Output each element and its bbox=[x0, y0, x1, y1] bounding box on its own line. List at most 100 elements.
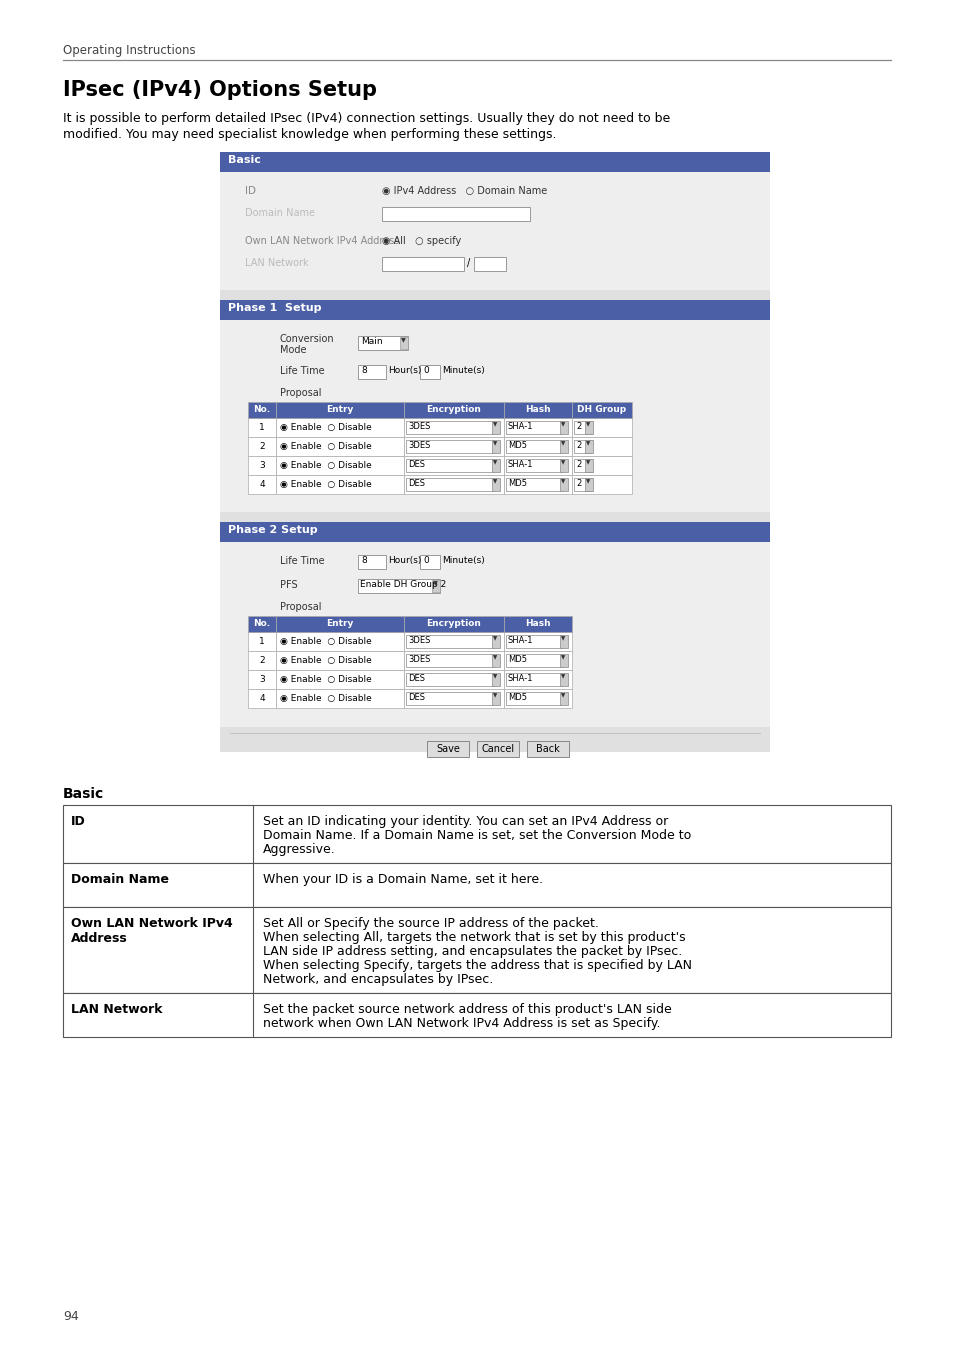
Bar bbox=[403, 402, 503, 418]
Text: Set the packet source network address of this product's LAN side: Set the packet source network address of… bbox=[263, 1003, 671, 1016]
Text: modified. You may need specialist knowledge when performing these settings.: modified. You may need specialist knowle… bbox=[63, 128, 556, 142]
Bar bbox=[492, 654, 499, 667]
Bar bbox=[503, 474, 572, 493]
Text: ◉ Enable  ○ Disable: ◉ Enable ○ Disable bbox=[280, 675, 372, 683]
Bar bbox=[248, 418, 275, 437]
Bar bbox=[503, 616, 572, 632]
Text: Hour(s): Hour(s) bbox=[388, 367, 421, 375]
Bar bbox=[357, 365, 386, 379]
Bar bbox=[406, 673, 494, 686]
Text: Proposal: Proposal bbox=[280, 388, 321, 398]
Bar bbox=[63, 993, 890, 1037]
Bar bbox=[492, 421, 499, 434]
Text: ▼: ▼ bbox=[400, 338, 405, 342]
Text: ▼: ▼ bbox=[493, 636, 497, 642]
Bar bbox=[220, 301, 769, 319]
Bar bbox=[248, 474, 275, 493]
Text: Set All or Specify the source IP address of the packet.: Set All or Specify the source IP address… bbox=[263, 917, 598, 930]
Text: ▼: ▼ bbox=[493, 479, 497, 484]
Text: Minute(s): Minute(s) bbox=[441, 367, 484, 375]
Bar bbox=[559, 635, 567, 648]
Text: Entry: Entry bbox=[326, 619, 354, 628]
Text: Address: Address bbox=[71, 931, 128, 945]
Bar bbox=[220, 522, 769, 542]
Text: ▼: ▼ bbox=[585, 460, 590, 465]
Text: Network, and encapsulates by IPsec.: Network, and encapsulates by IPsec. bbox=[263, 973, 493, 985]
Text: ▼: ▼ bbox=[493, 655, 497, 661]
Text: ▼: ▼ bbox=[560, 479, 565, 484]
Bar bbox=[492, 673, 499, 686]
Bar bbox=[357, 580, 439, 593]
Bar bbox=[275, 437, 403, 456]
Bar bbox=[275, 689, 403, 708]
Text: 3DES: 3DES bbox=[408, 636, 430, 644]
Text: ◉ Enable  ○ Disable: ◉ Enable ○ Disable bbox=[280, 638, 372, 646]
Text: ▼: ▼ bbox=[585, 422, 590, 427]
Text: MD5: MD5 bbox=[507, 655, 526, 665]
Bar bbox=[584, 439, 593, 453]
Bar bbox=[275, 418, 403, 437]
Text: SHA-1: SHA-1 bbox=[507, 460, 533, 469]
Text: Basic: Basic bbox=[63, 787, 104, 801]
Bar bbox=[503, 670, 572, 689]
Bar bbox=[275, 456, 403, 474]
Bar bbox=[403, 474, 503, 493]
Text: No.: No. bbox=[253, 404, 271, 414]
Bar bbox=[572, 402, 631, 418]
Bar bbox=[63, 805, 890, 863]
Bar bbox=[357, 336, 408, 350]
Text: 0: 0 bbox=[422, 367, 428, 375]
Text: No.: No. bbox=[253, 619, 271, 628]
Bar bbox=[381, 208, 530, 221]
Bar bbox=[492, 439, 499, 453]
Bar bbox=[505, 692, 561, 705]
Text: MD5: MD5 bbox=[507, 441, 526, 450]
Bar bbox=[406, 692, 494, 705]
Text: Hash: Hash bbox=[525, 404, 550, 414]
Text: Life Time: Life Time bbox=[280, 555, 324, 566]
Text: 4: 4 bbox=[259, 480, 265, 489]
Bar bbox=[574, 439, 592, 453]
Bar bbox=[403, 418, 503, 437]
Bar bbox=[406, 460, 494, 472]
Text: Own LAN Network IPv4 Address: Own LAN Network IPv4 Address bbox=[245, 236, 399, 245]
Bar bbox=[406, 439, 494, 453]
Bar bbox=[248, 651, 275, 670]
Bar bbox=[357, 555, 386, 569]
Text: LAN side IP address setting, and encapsulates the packet by IPsec.: LAN side IP address setting, and encapsu… bbox=[263, 945, 681, 958]
Bar bbox=[574, 421, 592, 434]
Text: DES: DES bbox=[408, 693, 424, 702]
Bar bbox=[572, 474, 631, 493]
Bar bbox=[503, 402, 572, 418]
Text: ID: ID bbox=[245, 186, 255, 195]
Text: Save: Save bbox=[436, 744, 459, 754]
Bar bbox=[220, 319, 769, 512]
Bar bbox=[559, 654, 567, 667]
Text: 3DES: 3DES bbox=[408, 422, 430, 431]
Text: DH Group: DH Group bbox=[577, 404, 626, 414]
Text: Life Time: Life Time bbox=[280, 367, 324, 376]
Text: Basic: Basic bbox=[228, 155, 260, 164]
Text: 3: 3 bbox=[259, 461, 265, 470]
Text: network when Own LAN Network IPv4 Address is set as Specify.: network when Own LAN Network IPv4 Addres… bbox=[263, 1016, 659, 1030]
Bar bbox=[505, 439, 561, 453]
Bar bbox=[248, 689, 275, 708]
Text: 8: 8 bbox=[360, 555, 366, 565]
Text: DES: DES bbox=[408, 460, 424, 469]
Text: 2: 2 bbox=[576, 422, 580, 431]
Text: ▼: ▼ bbox=[560, 655, 565, 661]
Bar bbox=[248, 402, 275, 418]
Bar bbox=[505, 635, 561, 648]
Text: Enable DH Group 2: Enable DH Group 2 bbox=[359, 580, 446, 589]
Text: Domain Name: Domain Name bbox=[71, 874, 169, 886]
Bar bbox=[572, 456, 631, 474]
Text: IPsec (IPv4) Options Setup: IPsec (IPv4) Options Setup bbox=[63, 80, 376, 100]
Bar bbox=[406, 635, 494, 648]
Text: 2: 2 bbox=[576, 479, 580, 488]
Bar bbox=[220, 542, 769, 727]
Bar bbox=[403, 670, 503, 689]
Text: MD5: MD5 bbox=[507, 479, 526, 488]
Bar bbox=[492, 692, 499, 705]
Text: Back: Back bbox=[536, 744, 559, 754]
Text: Operating Instructions: Operating Instructions bbox=[63, 44, 195, 57]
